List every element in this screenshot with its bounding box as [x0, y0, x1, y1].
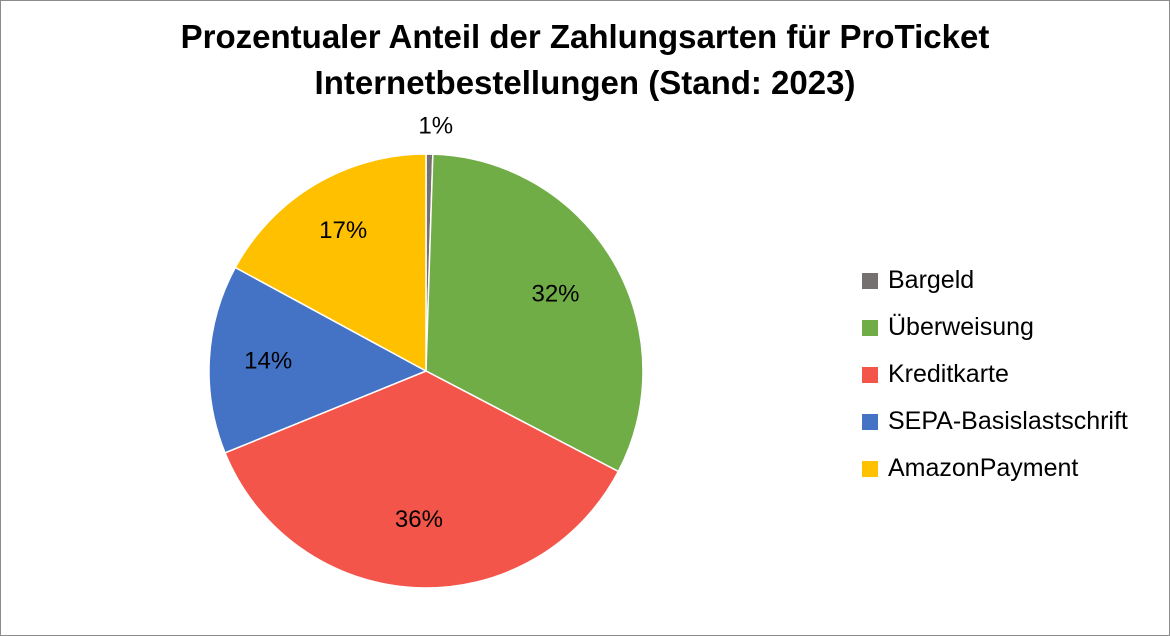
pie-slice-kreditkarte — [224, 370, 620, 589]
data-label-kreditkarte: 36% — [395, 506, 443, 533]
legend-item: AmazonPayment — [862, 445, 1162, 492]
legend-label: Überweisung — [888, 313, 1034, 341]
data-label-bargeld: 1% — [418, 112, 453, 139]
pie-slice-amazonpayment — [234, 153, 427, 373]
legend-item: Kreditkarte — [862, 351, 1162, 398]
legend-label: Bargeld — [888, 266, 975, 294]
data-label-sepa-basislastschrift: 14% — [244, 348, 292, 375]
pie-slice--berweisung — [425, 153, 644, 473]
legend-label: SEPA-Basislastschrift — [888, 407, 1128, 435]
pie-slice-sepa-basislastschrift — [208, 266, 428, 454]
legend-item: SEPA-Basislastschrift — [862, 398, 1162, 445]
legend-swatch — [862, 272, 878, 289]
legend-swatch — [862, 319, 878, 336]
legend-item: Überweisung — [862, 304, 1162, 351]
chart-title-line-1: Prozentualer Anteil der Zahlungsarten fü… — [180, 18, 990, 55]
legend-item: Bargeld — [862, 257, 1162, 304]
legend-swatch — [862, 460, 878, 477]
chart-title: Prozentualer Anteil der Zahlungsarten fü… — [0, 14, 1170, 106]
legend-label: Kreditkarte — [888, 360, 1009, 388]
legend: Bargeld Überweisung Kreditkarte SEPA-Basisl… — [862, 257, 1162, 492]
data-label-amazonpayment: 17% — [319, 217, 367, 244]
data-label--berweisung: 32% — [531, 281, 579, 308]
legend-swatch — [862, 366, 878, 383]
chart-title-line-2: Internetbestellungen (Stand: 2023) — [314, 64, 856, 101]
legend-label: AmazonPayment — [888, 454, 1079, 482]
legend-swatch — [862, 413, 878, 430]
